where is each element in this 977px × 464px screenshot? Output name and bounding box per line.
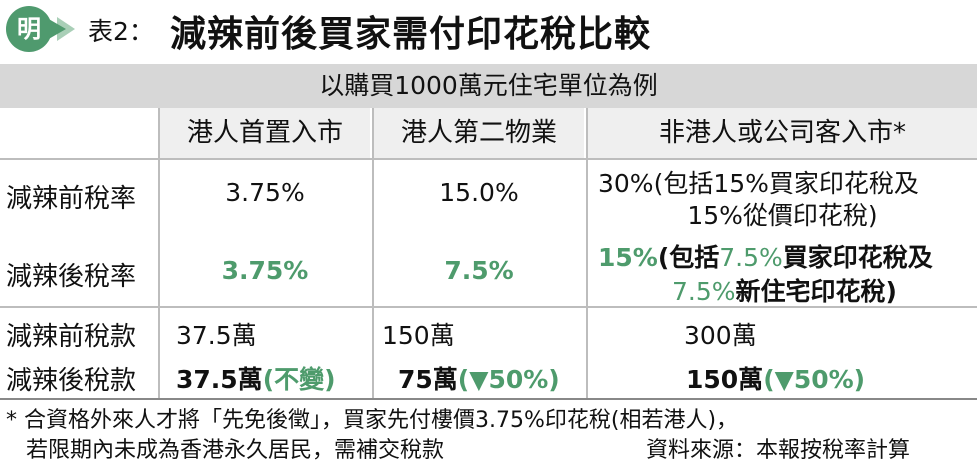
- cell-before-rate-non-local-line2: 15%從價印花稅): [687, 201, 878, 230]
- after-rate-new-label: 新住宅印花稅): [735, 277, 897, 306]
- cell-after-amount-non-local: 150萬(▼50%): [686, 360, 865, 396]
- row-divider: [0, 306, 977, 308]
- source-note: 資料來源：本報按稅率計算: [646, 438, 911, 463]
- cell-after-amount-first-home: 37.5萬(不變): [176, 360, 336, 396]
- after-rate-total: 15%: [598, 243, 658, 272]
- cell-before-amount-non-local: 300萬: [684, 321, 757, 350]
- column-divider: [586, 108, 588, 398]
- row-label-after-amount: 減辣後稅款: [6, 366, 137, 396]
- cell-after-amount-second-property: 75萬(▼50%): [398, 360, 560, 396]
- row-label-before-amount: 減辣前稅款: [6, 322, 137, 352]
- column-header-non-local: 非港人或公司客入市*: [588, 108, 977, 158]
- table-bottom-rule: [0, 398, 977, 400]
- after-rate-buyer-label: 買家印花稅及: [782, 243, 933, 272]
- after-amount-non-local-change: (▼50%): [763, 365, 866, 394]
- after-amount-non-local-value: 150萬: [686, 365, 764, 394]
- table-label: 表2：: [88, 17, 154, 46]
- after-amount-first-home-value: 37.5萬: [176, 365, 263, 394]
- after-amount-second-change: (▼50%): [457, 365, 560, 394]
- logo: 明: [6, 6, 52, 52]
- row-label-after-rate: 減辣後稅率: [6, 262, 137, 292]
- column-divider: [372, 108, 374, 398]
- cell-before-rate-second-property: 15.0%: [439, 178, 519, 207]
- cell-before-amount-first-home: 37.5萬: [176, 321, 257, 350]
- page-title: 減辣前後買家需付印花稅比較: [170, 14, 652, 55]
- cell-after-rate-non-local-line1: 15%(包括7.5%買家印花稅及: [598, 238, 933, 274]
- table-subtitle-band: 以購買1000萬元住宅單位為例: [0, 64, 977, 108]
- after-rate-new-pct: 7.5%: [672, 277, 736, 306]
- header: 明 表2： 減辣前後買家需付印花稅比較: [0, 0, 977, 58]
- cell-after-rate-first-home: 3.75%: [221, 256, 309, 285]
- after-rate-paren: (包括: [657, 243, 720, 272]
- after-amount-first-home-change: (不變): [262, 365, 336, 394]
- row-divider: [0, 158, 977, 160]
- cell-before-rate-non-local-line1: 30%(包括15%買家印花稅及: [598, 169, 919, 198]
- after-rate-buyer-pct: 7.5%: [719, 243, 783, 272]
- row-label-before-rate: 減辣前稅率: [6, 184, 137, 214]
- column-header-second-property: 港人第二物業: [374, 108, 584, 158]
- cell-before-amount-second-property: 150萬: [382, 321, 455, 350]
- footnote-line1: * 合資格外來人才將「先免後徵」，買家先付樓價3.75%印花稅(相若港人)，: [6, 408, 739, 433]
- after-amount-second-value: 75萬: [398, 365, 458, 394]
- column-divider: [158, 108, 160, 398]
- column-header-first-home: 港人首置入市: [160, 108, 370, 158]
- cell-after-rate-non-local-line2: 7.5%新住宅印花稅): [672, 272, 897, 308]
- cell-after-rate-second-property: 7.5%: [444, 256, 514, 285]
- cell-before-rate-first-home: 3.75%: [225, 178, 305, 207]
- footnote-line2: 若限期內未成為香港永久居民，需補交稅款: [26, 438, 445, 463]
